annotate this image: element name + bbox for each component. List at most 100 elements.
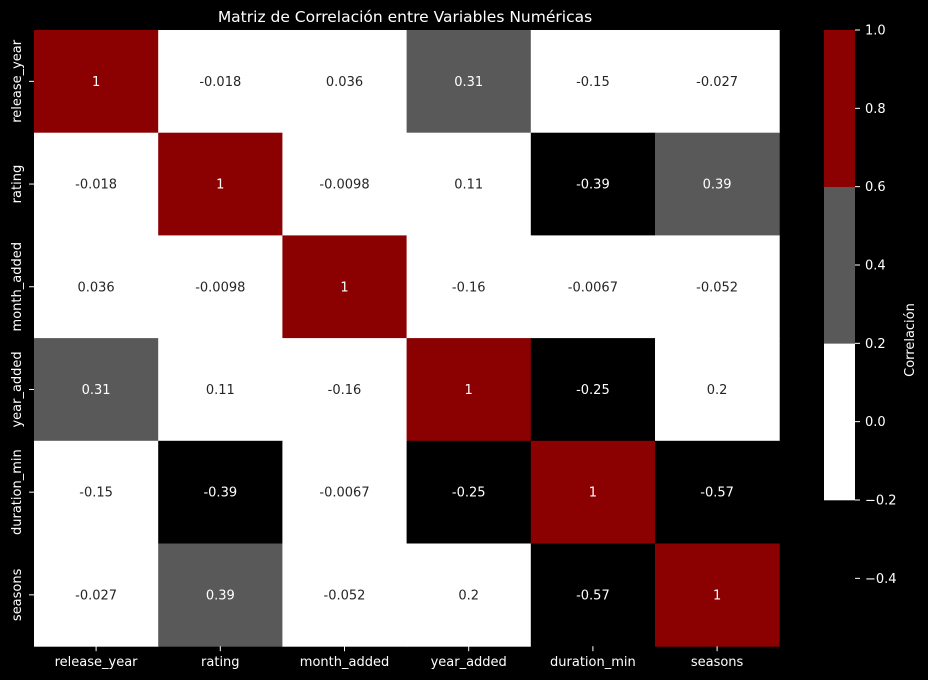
y-tick-label: rating bbox=[10, 165, 25, 204]
cell-value-label: 1 bbox=[216, 178, 224, 193]
heatmap-cell bbox=[406, 132, 532, 236]
heatmap-cell bbox=[530, 235, 656, 339]
cell-value-label: -0.39 bbox=[576, 178, 610, 193]
cell-value-label: 0.31 bbox=[454, 75, 483, 90]
colorbar-band bbox=[824, 343, 855, 501]
heatmap-cell bbox=[530, 543, 656, 647]
colorbar-band bbox=[824, 30, 855, 187]
colorbar-tick-label: 0.2 bbox=[865, 337, 886, 352]
heatmap-cell bbox=[282, 132, 408, 236]
colorbar-tick-label: 0.0 bbox=[865, 415, 886, 430]
heatmap-cell bbox=[530, 338, 656, 442]
y-tick-label: year_added bbox=[10, 351, 25, 427]
cell-value-label: -0.16 bbox=[452, 280, 486, 295]
heatmap-cell bbox=[406, 338, 532, 442]
x-tick-label: year_added bbox=[431, 655, 507, 670]
heatmap-cell bbox=[282, 543, 408, 647]
colorbar-tick-label: −0.4 bbox=[865, 572, 897, 587]
cell-value-label: -0.0098 bbox=[319, 178, 369, 193]
cell-value-label: 1 bbox=[589, 486, 597, 501]
cell-value-label: -0.15 bbox=[576, 75, 610, 90]
heatmap-cell bbox=[158, 338, 283, 442]
cell-value-label: -0.15 bbox=[79, 486, 113, 501]
colorbar-label: Correlación bbox=[903, 303, 918, 377]
heatmap-cells bbox=[34, 30, 780, 647]
cell-value-label: 1 bbox=[713, 588, 721, 603]
heatmap-cell bbox=[158, 30, 283, 134]
cell-value-label: -0.25 bbox=[576, 383, 610, 398]
cell-value-label: -0.25 bbox=[452, 486, 486, 501]
cell-value-label: 0.11 bbox=[454, 178, 483, 193]
cell-value-label: -0.57 bbox=[576, 588, 610, 603]
x-tick-label: rating bbox=[201, 655, 240, 670]
heatmap-cell bbox=[406, 235, 532, 339]
colorbar: −0.4 −0.2 0.0 0.2 0.4 0.6 0.8 1.0 bbox=[824, 24, 897, 587]
colorbar-tick-label: 1.0 bbox=[865, 24, 886, 39]
cell-value-label: 1 bbox=[340, 280, 348, 295]
heatmap-cell bbox=[34, 30, 159, 134]
heatmap-cell bbox=[158, 440, 283, 544]
x-tick-label: seasons bbox=[691, 655, 744, 670]
heatmap-cell bbox=[158, 132, 283, 236]
heatmap-cell bbox=[655, 30, 780, 134]
cell-value-label: -0.027 bbox=[696, 75, 738, 90]
heatmap-cell-labels: 1 -0.018 0.036 0.31 -0.15 -0.027 -0.018 1 -0.009… bbox=[75, 75, 738, 603]
cell-value-label: -0.0067 bbox=[319, 486, 369, 501]
heatmap-cell bbox=[655, 543, 780, 647]
heatmap-cell bbox=[406, 543, 532, 647]
cell-value-label: 0.11 bbox=[206, 383, 235, 398]
heatmap-cell bbox=[34, 132, 159, 236]
cell-value-label: 0.2 bbox=[458, 588, 479, 603]
heatmap-cell bbox=[282, 440, 408, 544]
y-tick-label: seasons bbox=[10, 568, 25, 621]
heatmap-cell bbox=[282, 30, 408, 134]
colorbar-tick-label: −0.2 bbox=[865, 494, 897, 509]
heatmap-cell bbox=[655, 235, 780, 339]
cell-value-label: -0.052 bbox=[324, 588, 366, 603]
cell-value-label: 0.036 bbox=[77, 280, 114, 295]
colorbar-band bbox=[824, 186, 855, 344]
heatmap-cell bbox=[282, 338, 408, 442]
x-axis-ticks: release_year rating month_added year_added d… bbox=[55, 646, 744, 670]
y-tick-label: month_added bbox=[10, 242, 25, 331]
cell-value-label: -0.39 bbox=[203, 486, 237, 501]
cell-value-label: 1 bbox=[465, 383, 473, 398]
x-tick-label: release_year bbox=[55, 655, 139, 670]
heatmap-cell bbox=[34, 235, 159, 339]
cell-value-label: -0.027 bbox=[75, 588, 117, 603]
heatmap-cell bbox=[530, 440, 656, 544]
y-tick-label: duration_min bbox=[10, 449, 25, 535]
cell-value-label: 0.036 bbox=[326, 75, 363, 90]
colorbar-tick-label: 0.4 bbox=[865, 259, 886, 274]
heatmap-cell bbox=[406, 440, 532, 544]
cell-value-label: -0.0098 bbox=[195, 280, 245, 295]
chart-title: Matriz de Correlación entre Variables Nu… bbox=[218, 8, 592, 26]
cell-value-label: -0.018 bbox=[75, 178, 117, 193]
cell-value-label: -0.018 bbox=[199, 75, 241, 90]
heatmap-cell bbox=[158, 543, 283, 647]
cell-value-label: 1 bbox=[92, 75, 100, 90]
heatmap-cell bbox=[158, 235, 283, 339]
cell-value-label: 0.2 bbox=[707, 383, 728, 398]
colorbar-tick-label: 0.8 bbox=[865, 102, 886, 117]
heatmap-cell bbox=[34, 338, 159, 442]
colorbar-tick-label: 0.6 bbox=[865, 180, 886, 195]
heatmap-cell bbox=[530, 30, 656, 134]
y-tick-label: release_year bbox=[10, 39, 25, 123]
heatmap-cell bbox=[655, 132, 780, 236]
cell-value-label: -0.57 bbox=[700, 486, 734, 501]
heatmap-cell bbox=[655, 338, 780, 442]
heatmap-cell bbox=[34, 440, 159, 544]
cell-value-label: -0.0067 bbox=[568, 280, 618, 295]
cell-value-label: 0.39 bbox=[703, 178, 732, 193]
heatmap-cell bbox=[406, 30, 532, 134]
heatmap-cell bbox=[655, 440, 780, 544]
heatmap-cell bbox=[530, 132, 656, 236]
x-tick-label: month_added bbox=[300, 655, 389, 670]
heatmap-cell bbox=[34, 543, 159, 647]
cell-value-label: 0.31 bbox=[82, 383, 111, 398]
heatmap-cell bbox=[282, 235, 408, 339]
cell-value-label: -0.16 bbox=[328, 383, 362, 398]
